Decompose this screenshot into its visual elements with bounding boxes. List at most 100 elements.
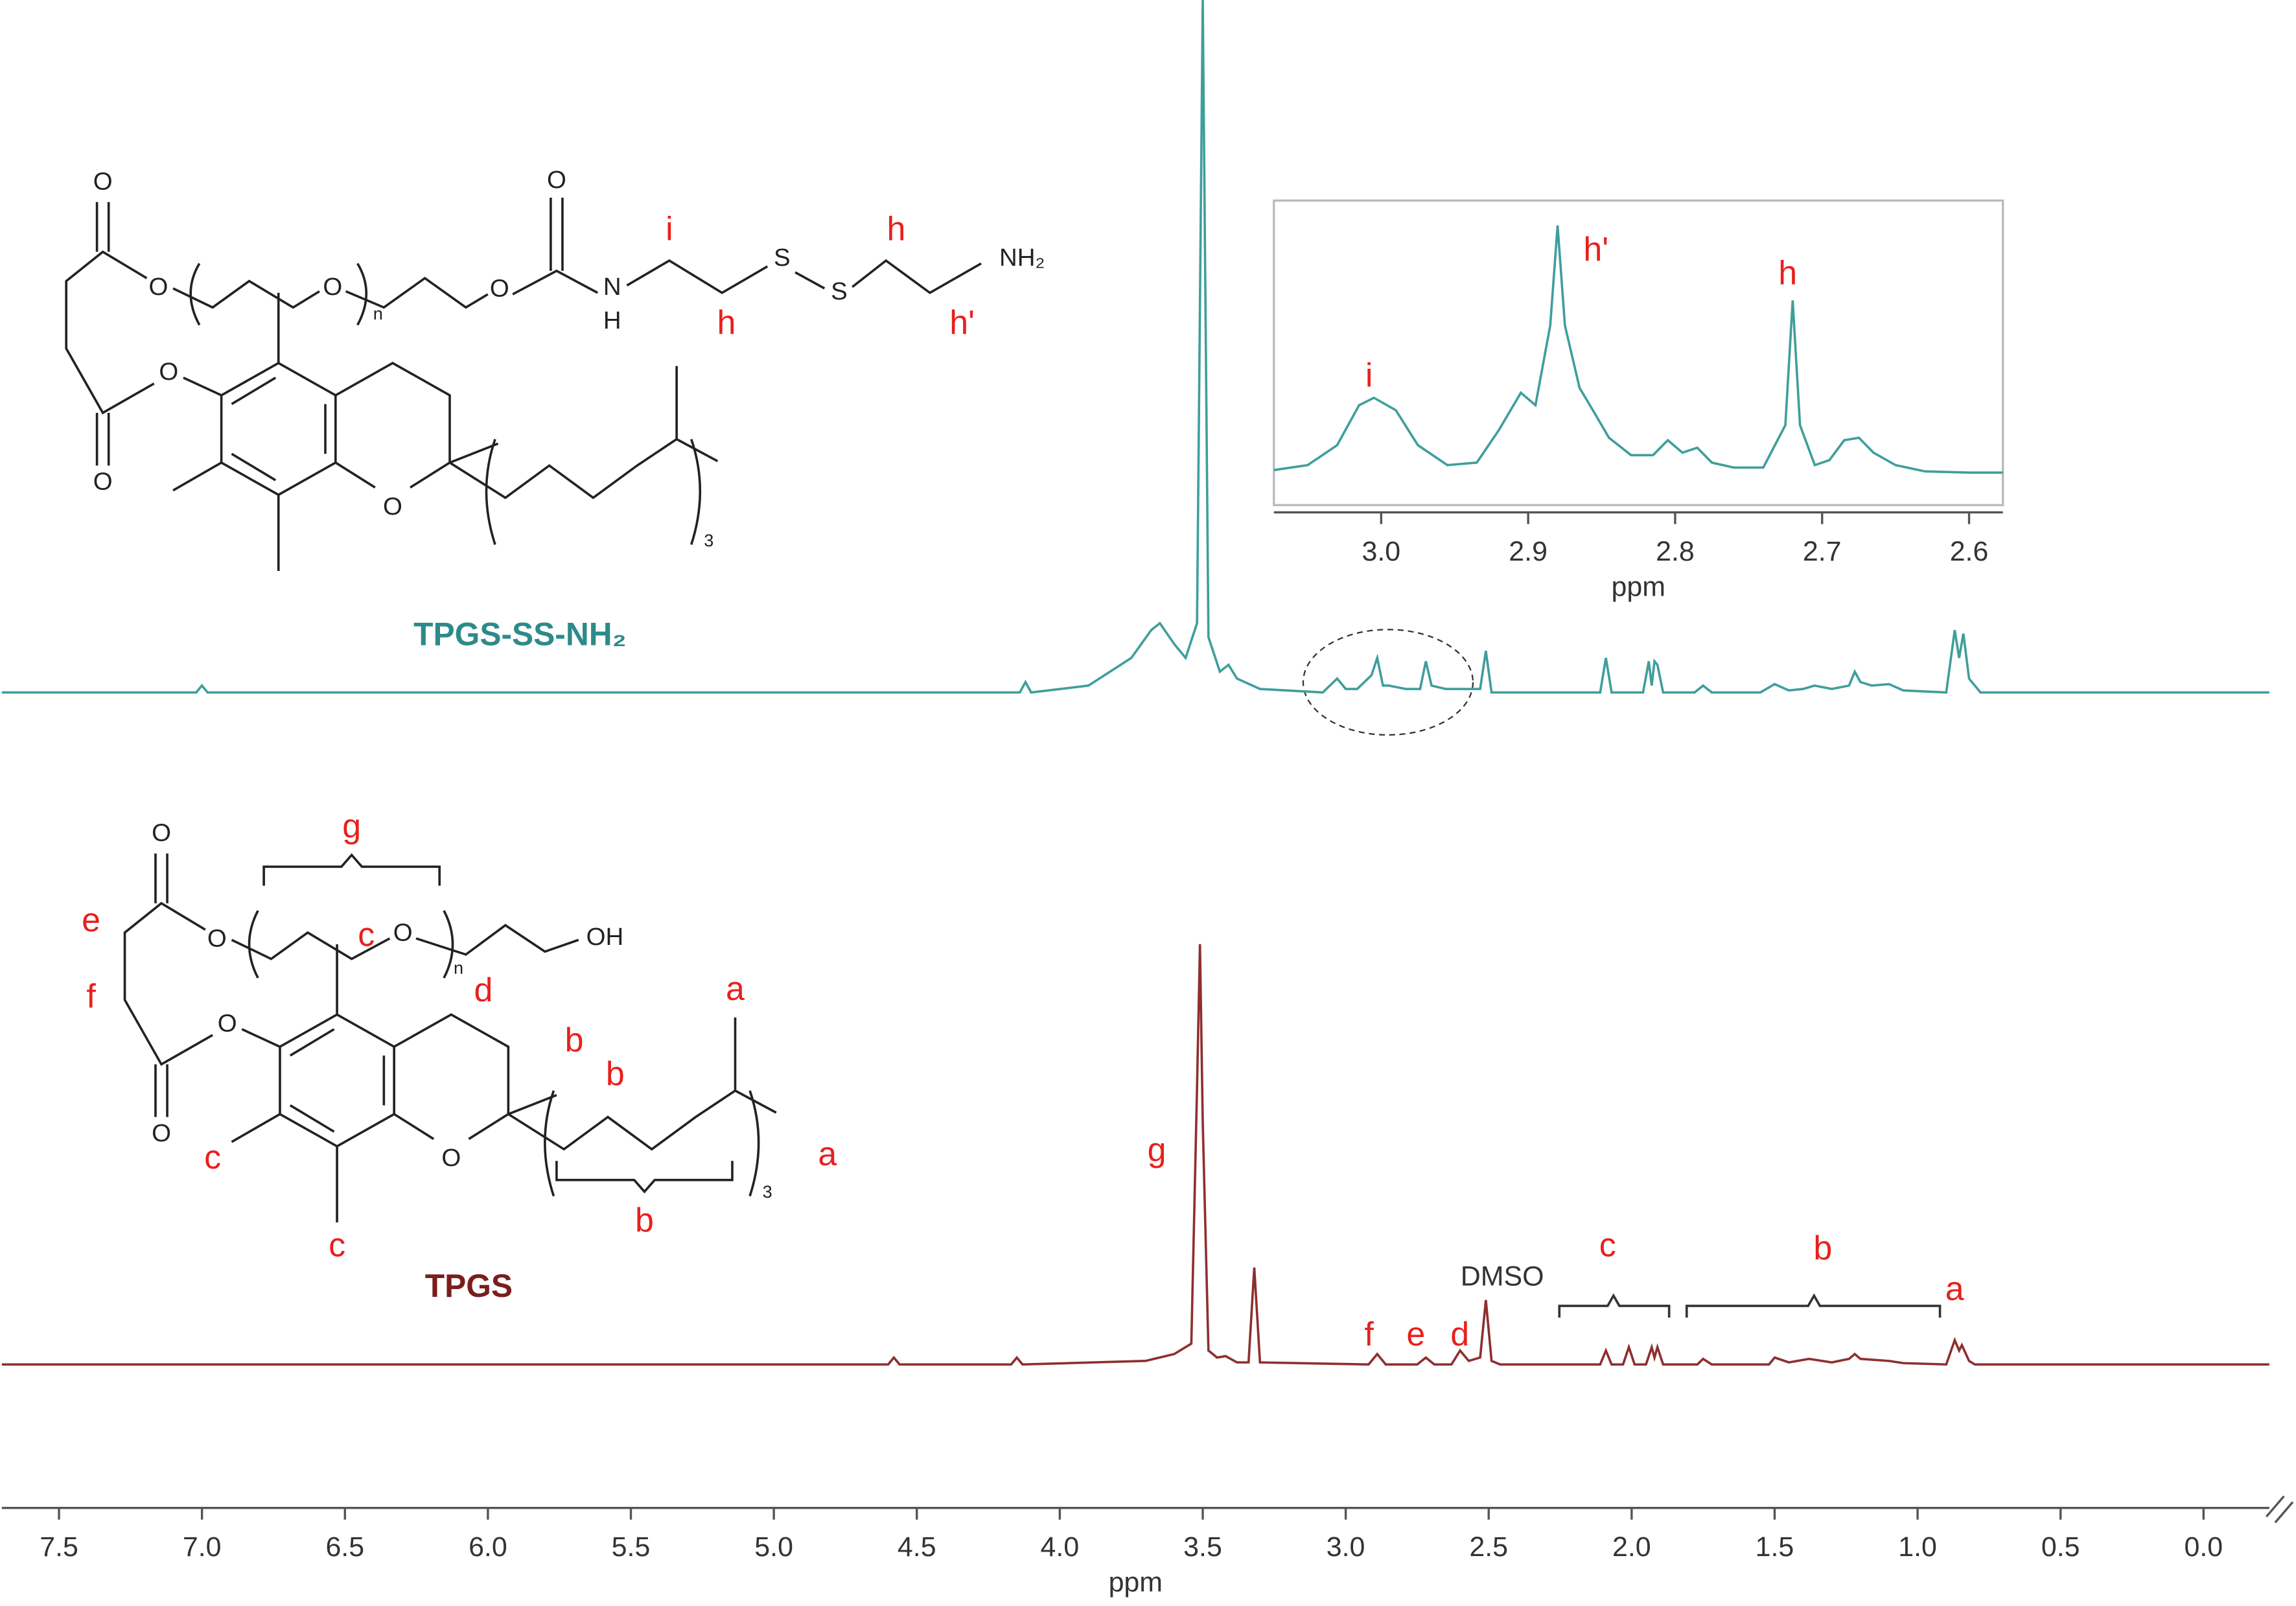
atom-label: S <box>774 244 791 272</box>
peak-label: h' <box>1583 231 1608 268</box>
atom-label: a <box>818 1135 837 1173</box>
x-tick-label: 4.0 <box>1041 1531 1080 1563</box>
atom-label: O <box>149 273 168 301</box>
atom-label: O <box>441 1144 461 1172</box>
atom-label: O <box>547 166 566 194</box>
peak-label: d <box>1450 1316 1469 1353</box>
atom-label: NH₂ <box>999 244 1045 272</box>
spectrum-line <box>1 944 2269 1366</box>
atom-label: O <box>207 924 227 952</box>
x-tick-label: 6.5 <box>325 1531 364 1563</box>
bracket <box>1558 1293 1671 1318</box>
atom-label: 3 <box>763 1181 772 1202</box>
atom-label: O <box>393 918 413 946</box>
atom-label: a <box>726 970 745 1008</box>
x-tick-label: 1.0 <box>1898 1531 1937 1563</box>
structure-top <box>172 197 982 326</box>
bond <box>172 279 320 309</box>
x-tick-label: 6.0 <box>469 1531 507 1563</box>
x-axis-label: ppm <box>1611 571 1665 602</box>
spectrum-line <box>1 0 2269 694</box>
atom-label: TPGS <box>425 1268 513 1304</box>
atom-label: b <box>606 1055 625 1093</box>
atom-label: O <box>323 273 342 301</box>
atom-label: c <box>329 1226 345 1264</box>
structure-bottom <box>231 853 734 1194</box>
atom-label: f <box>86 977 96 1015</box>
atom-label: i <box>666 211 673 248</box>
atom-label: 3 <box>704 530 713 550</box>
atom-label: O <box>159 358 178 386</box>
bond <box>626 259 769 294</box>
bond <box>231 931 391 960</box>
atom-label: b <box>635 1202 654 1239</box>
axis-break <box>2266 1495 2294 1524</box>
atom-label: h' <box>949 304 975 342</box>
bond <box>512 269 599 296</box>
peak-label: a <box>1945 1270 1964 1308</box>
atom-label: O <box>383 493 402 520</box>
bond <box>189 262 201 326</box>
atom-label: n <box>454 958 463 978</box>
peak-label: e <box>1406 1316 1425 1353</box>
x-tick-label: 7.5 <box>40 1531 78 1563</box>
x-tick-label: 0.0 <box>2184 1531 2223 1563</box>
x-tick-label: 2.9 <box>1509 536 1548 567</box>
bond <box>248 910 259 979</box>
peak-label: f <box>1364 1316 1374 1353</box>
bond <box>794 271 826 290</box>
atom-label: S <box>831 277 848 305</box>
atom-label: O <box>218 1009 237 1037</box>
bond <box>555 1161 734 1194</box>
x-tick-label: 2.5 <box>1469 1531 1508 1563</box>
atom-label: d <box>474 972 493 1009</box>
x-tick-label: 7.0 <box>183 1531 222 1563</box>
atom-label: TPGS-SS-NH₂ <box>413 616 627 653</box>
bracket <box>1685 1293 1942 1318</box>
atom-label: c <box>204 1139 221 1176</box>
atom-label: O <box>490 274 509 302</box>
atom-label: n <box>373 303 383 323</box>
atom-label: h <box>887 211 906 248</box>
highlight-ellipse <box>1302 629 1474 736</box>
peak-label: g <box>1148 1131 1166 1169</box>
x-tick-label: 1.5 <box>1756 1531 1794 1563</box>
solvent-label: DMSO <box>1461 1261 1544 1292</box>
atom-label: O <box>93 168 113 196</box>
peak-label: h <box>1778 254 1797 292</box>
atom-label: e <box>82 902 100 939</box>
atom-label: OH <box>586 923 624 951</box>
bond <box>852 259 982 294</box>
inset-frame <box>1273 199 2004 507</box>
x-tick-label: 2.8 <box>1656 536 1695 567</box>
x-tick-label: 3.0 <box>1327 1531 1365 1563</box>
x-tick-label: 2.7 <box>1803 536 1842 567</box>
atom-label: O <box>152 1119 171 1147</box>
bond <box>262 853 441 886</box>
atom-label: N <box>603 273 621 301</box>
atom-label: O <box>93 468 113 496</box>
spectrum-line <box>1273 225 2003 474</box>
peak-label: c <box>1599 1226 1616 1264</box>
atom-label: h <box>717 304 736 342</box>
atom-label: b <box>565 1021 584 1059</box>
peak-label: b <box>1813 1229 1832 1267</box>
x-tick-label: 3.5 <box>1183 1531 1222 1563</box>
x-tick-label: 2.6 <box>1950 536 1989 567</box>
x-tick-label: 5.5 <box>612 1531 651 1563</box>
x-tick-label: 3.0 <box>1362 536 1401 567</box>
atom-label: g <box>342 808 361 845</box>
bond <box>415 924 579 956</box>
atom-label: c <box>358 916 375 953</box>
x-tick-label: 4.5 <box>898 1531 936 1563</box>
x-tick-label: 5.0 <box>754 1531 793 1563</box>
atom-label: H <box>603 307 621 334</box>
peak-label: i <box>1365 357 1373 395</box>
x-tick-label: 0.5 <box>2041 1531 2080 1563</box>
atom-label: O <box>152 819 171 847</box>
bond <box>443 910 454 979</box>
bond <box>356 262 367 326</box>
